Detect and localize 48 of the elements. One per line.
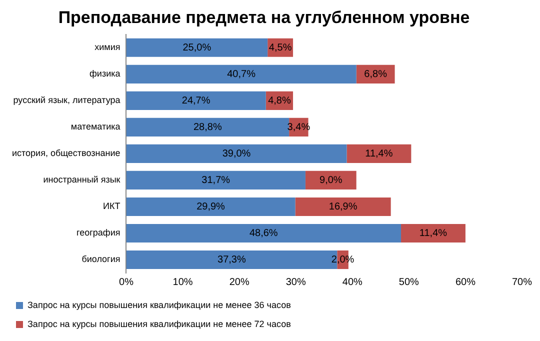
x-tick-label: 50%: [398, 276, 420, 288]
data-label: 31,7%: [202, 174, 230, 186]
bar: [295, 197, 391, 216]
data-label: 6,8%: [364, 68, 388, 80]
x-tick-label: 20%: [229, 276, 250, 288]
bar: [401, 224, 466, 243]
x-tick-label: 10%: [172, 276, 193, 288]
data-label: 9,0%: [320, 174, 342, 186]
bar: [126, 91, 266, 110]
data-label: 39,0%: [222, 148, 251, 160]
data-label: 24,7%: [182, 95, 210, 106]
data-label: 48,6%: [249, 228, 278, 239]
legend-label: Запрос на курсы повышения квалификации не менее 36 часов: [28, 300, 292, 310]
x-tick-label: 60%: [455, 276, 476, 288]
x-tick-label: 40%: [342, 276, 363, 288]
y-tick-label: история, обществознание: [12, 148, 120, 158]
data-label: 28,8%: [193, 122, 222, 133]
legend-label: Запрос на курсы повышения квалификации не менее 72 часов: [28, 318, 292, 329]
x-tick-label: 0%: [119, 276, 134, 288]
data-label: 11,4%: [365, 148, 393, 160]
data-label: 25,0%: [182, 42, 212, 54]
bar: [126, 170, 306, 190]
y-tick-label: физика: [90, 68, 120, 79]
y-tick-label: русский язык, литература: [13, 95, 120, 106]
bar: [346, 144, 412, 163]
x-tick-label: 70%: [512, 276, 532, 288]
data-label: 40,7%: [227, 68, 256, 80]
x-tick-label: 30%: [286, 276, 306, 288]
data-label: 37,3%: [218, 254, 246, 266]
data-label: 4,8%: [268, 95, 291, 106]
bar: [126, 64, 356, 84]
bar: [126, 38, 268, 57]
data-label: 16,9%: [328, 201, 358, 212]
y-tick-label: география: [76, 228, 120, 238]
bar: [126, 197, 296, 216]
bar: [305, 170, 356, 190]
y-tick-label: иностранный язык: [43, 174, 120, 185]
data-label: 11,4%: [419, 228, 448, 239]
chart-title: Преподавание предмета на углубленном уровне: [58, 8, 470, 27]
y-tick-label: химия: [94, 42, 120, 52]
y-tick-label: биология: [82, 254, 120, 264]
bar: [126, 144, 347, 163]
bar: [126, 224, 402, 243]
data-label: 29,9%: [196, 201, 226, 212]
bar: [126, 118, 290, 136]
data-label: 4,5%: [268, 42, 292, 54]
y-tick-label: ИКТ: [103, 201, 121, 212]
y-tick-label: математика: [70, 122, 120, 132]
